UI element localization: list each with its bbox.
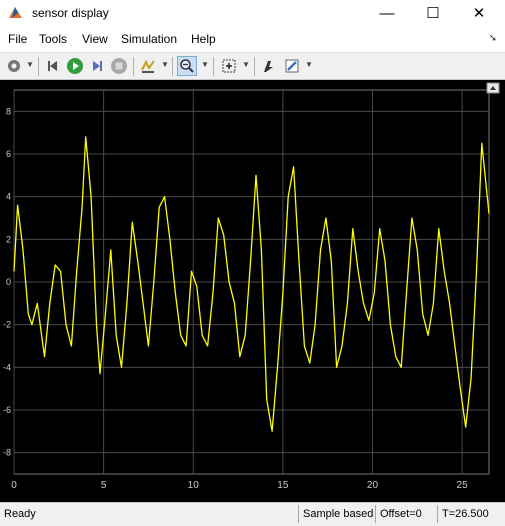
y-tick-label: -4 — [3, 362, 11, 372]
close-icon: ✕ — [472, 5, 486, 22]
settings-dropdown-icon[interactable]: ▼ — [26, 60, 34, 69]
scope-display[interactable]: 0 5 10 15 20 25 -8 -6 -4 -2 0 2 4 6 8 — [0, 80, 505, 502]
zoom-dropdown-icon[interactable]: ▼ — [201, 60, 209, 69]
toolbar-divider — [38, 57, 39, 76]
highlight-dropdown-icon[interactable]: ▼ — [161, 60, 169, 69]
status-bar: Ready Sample based Offset=0 T=26.500 — [0, 502, 505, 526]
toolbar-divider — [133, 57, 134, 76]
style-icon — [264, 61, 273, 72]
maximize-button[interactable]: ☐ — [410, 0, 456, 26]
y-tick-label: -6 — [3, 405, 11, 415]
run-button[interactable] — [65, 56, 85, 76]
scope-plot[interactable]: 0 5 10 15 20 25 -8 -6 -4 -2 0 2 4 6 8 — [0, 80, 505, 502]
undock-button[interactable] — [486, 82, 500, 94]
style-button[interactable] — [259, 56, 279, 76]
minimize-icon: — — [379, 4, 395, 22]
edit-icon — [285, 59, 299, 73]
menu-view[interactable]: View — [82, 32, 108, 46]
step-forward-icon — [93, 61, 102, 71]
status-time: T=26.500 — [442, 508, 489, 520]
y-tick-label: 4 — [6, 192, 11, 202]
x-tick-label: 10 — [188, 480, 200, 491]
toolbar-divider — [254, 57, 255, 76]
y-tick-label: 0 — [6, 277, 11, 287]
minimize-button[interactable]: — — [364, 0, 410, 26]
undock-icon — [490, 86, 496, 90]
menu-simulation[interactable]: Simulation — [121, 32, 178, 46]
tick-labels: 0 5 10 15 20 25 -8 -6 -4 -2 0 2 4 6 8 — [3, 106, 468, 491]
menu-tools[interactable]: Tools — [39, 32, 68, 46]
x-tick-label: 15 — [277, 480, 289, 491]
edit-button[interactable] — [282, 56, 302, 76]
x-tick-label: 5 — [101, 480, 107, 491]
grid-lines — [13, 90, 489, 474]
menu-bar: File Tools View Simulation Help ➘ — [0, 28, 505, 50]
close-button[interactable]: ✕ — [456, 0, 502, 26]
zoom-icon — [180, 59, 194, 73]
matlab-logo-icon — [9, 7, 22, 18]
menu-help[interactable]: Help — [191, 32, 216, 46]
y-tick-label: -2 — [3, 320, 11, 330]
menu-file[interactable]: File — [8, 32, 28, 46]
autoscale-button[interactable] — [219, 56, 239, 76]
step-back-button[interactable] — [43, 56, 63, 76]
settings-button[interactable] — [4, 56, 24, 76]
toolbar-divider — [172, 57, 173, 76]
y-tick-label: 8 — [6, 106, 11, 116]
highlight-icon — [141, 59, 155, 73]
y-tick-label: 6 — [6, 149, 11, 159]
highlight-button[interactable] — [138, 56, 158, 76]
zoom-button[interactable] — [177, 56, 197, 76]
status-offset: Offset=0 — [380, 508, 422, 520]
step-forward-button[interactable] — [87, 56, 107, 76]
signal-trace — [13, 136, 490, 432]
x-tick-label: 20 — [367, 480, 379, 491]
menu-expand-icon[interactable]: ➘ — [488, 33, 497, 44]
status-divider — [375, 505, 376, 523]
settings-icon — [8, 60, 20, 72]
status-mode: Sample based — [303, 508, 374, 520]
x-tick-label: 0 — [11, 480, 17, 491]
status-state: Ready — [4, 508, 36, 520]
edit-dropdown-icon[interactable]: ▼ — [305, 60, 313, 69]
status-divider — [437, 505, 438, 523]
toolbar-divider — [213, 57, 214, 76]
toolbar: ▼ ▼ ▼ ▼ ▼ — [0, 52, 505, 80]
y-tick-label: 2 — [6, 234, 11, 244]
maximize-icon: ☐ — [426, 5, 440, 22]
stop-button[interactable] — [109, 56, 129, 76]
step-back-icon — [48, 61, 57, 71]
autoscale-dropdown-icon[interactable]: ▼ — [242, 60, 250, 69]
run-icon — [67, 58, 83, 74]
stop-icon — [111, 58, 127, 74]
status-divider — [298, 505, 299, 523]
autoscale-icon — [222, 59, 236, 73]
window-title: sensor display — [32, 6, 109, 20]
title-bar: sensor display — ☐ ✕ — [0, 0, 505, 26]
x-tick-label: 25 — [457, 480, 469, 491]
y-tick-label: -8 — [3, 448, 11, 458]
